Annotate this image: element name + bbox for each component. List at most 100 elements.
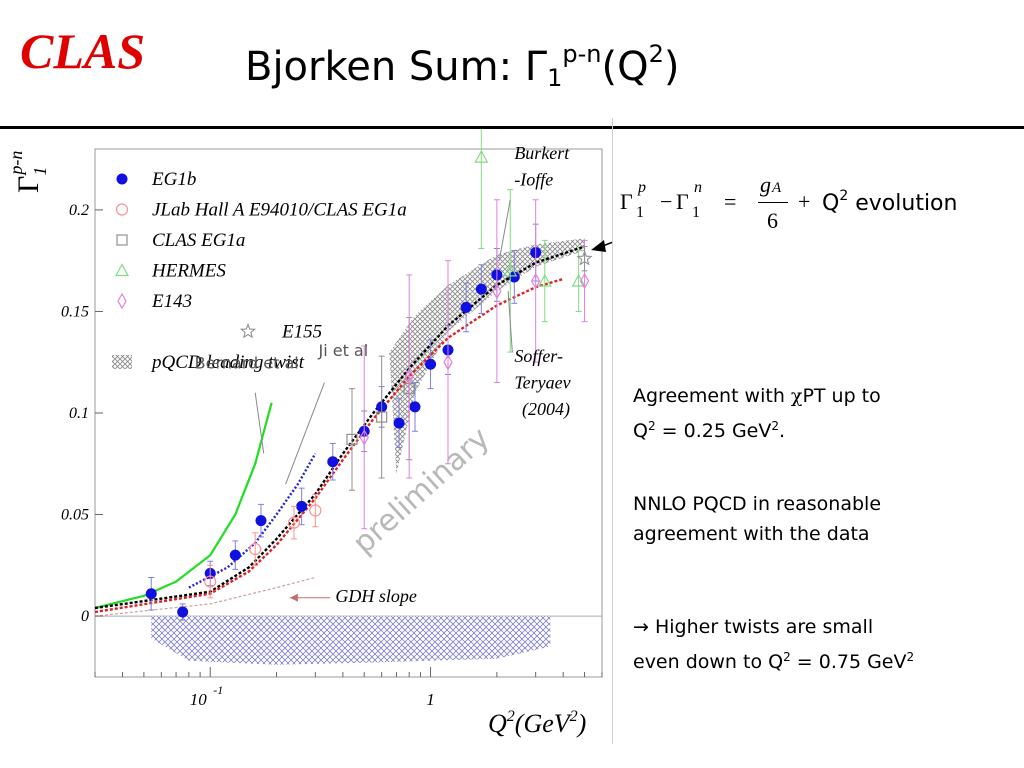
note-chipt-sup2: 2 — [771, 419, 780, 433]
legend-label-e155: E155 — [281, 322, 322, 343]
curve-ji-et-al — [188, 453, 317, 589]
formula-p: p — [638, 179, 646, 196]
x-label-sup: 2 — [507, 708, 515, 725]
y-label-gamma: Γ — [12, 176, 45, 193]
x-label-units-sup: 2 — [570, 708, 578, 725]
jlab-hall-a-e94010-clas-eg1a-point — [249, 542, 262, 556]
eg1b-point — [177, 606, 189, 618]
note-higher-twists: → Higher twists are small even down to Q… — [633, 612, 914, 677]
curve-bernard-et-al — [94, 402, 273, 610]
note-chipt-line1: Agreement with χPT up to — [633, 381, 881, 411]
legend-marker-jlab-hall-a-e94010-clas-eg1a — [115, 203, 129, 216]
note-ht-sup2: 2 — [906, 650, 915, 664]
clas-eg1a-point — [376, 411, 388, 423]
note-ht-sup: 2 — [783, 650, 791, 664]
eg1b-point — [145, 588, 157, 600]
pointer-bernard — [254, 392, 265, 454]
y-tick-label: 0.1 — [69, 405, 89, 422]
annotation-soffer: Soffer- — [514, 346, 563, 366]
legend-label-pqcd-leading-twist: pQCD leading twist — [150, 352, 305, 373]
pointer-burkert — [498, 199, 511, 261]
legend-marker-eg1b — [116, 173, 128, 185]
legend-label-e143: E143 — [151, 291, 192, 312]
legend-label-hermes: HERMES — [151, 261, 226, 282]
eg1b-point — [393, 417, 405, 429]
title-sub: 1 — [547, 64, 563, 92]
formula-arrowhead — [591, 240, 606, 252]
note-chipt-q: Q — [633, 420, 648, 442]
eg1b-point — [409, 401, 421, 413]
eg1b-point — [508, 271, 520, 283]
y-tick-label: 0.2 — [69, 202, 89, 219]
note-chipt-line2: Q2 = 0.25 GeV2. — [633, 411, 881, 446]
note-nnlo: NNLO PQCD in reasonable agreement with t… — [633, 489, 881, 549]
curve-burkert-ioffe — [94, 245, 585, 610]
x-label-units: (GeV — [515, 709, 573, 738]
pointer-soffer — [507, 291, 513, 353]
annotation-teryaev: Teryaev — [514, 373, 570, 393]
formula-plus: + — [798, 189, 811, 214]
x-tick-label: 1 — [426, 690, 435, 709]
y-tick-label: 0.15 — [61, 303, 89, 320]
jlab-hall-a-e94010-clas-eg1a-point — [204, 575, 217, 588]
bjorken-sum-formula: Γ p 1 − Γ n 1 = g A 6 + Q2 evolution — [618, 168, 1018, 238]
e143-point — [579, 272, 590, 290]
pointer-gdh-arrowhead — [289, 593, 298, 602]
formula-gamma-p: Γ — [620, 189, 633, 214]
y-tick-label: 0 — [81, 608, 89, 625]
eg1b-point — [296, 500, 308, 512]
eg1b-point — [460, 301, 472, 313]
panel-divider — [612, 118, 613, 744]
note-chipt-chi: χ — [790, 385, 803, 407]
annotation-bernard-et-al: Bernard et al — [195, 353, 299, 372]
formula-evolution-q: Q — [822, 191, 840, 216]
annotation-2004: (2004) — [522, 399, 570, 420]
legend-marker-e143 — [117, 292, 127, 310]
jlab-hall-a-e94010-clas-eg1a-point — [309, 504, 322, 517]
pointer-ji — [285, 382, 325, 485]
plot-frame — [94, 148, 603, 678]
jlab-hall-a-e94010-clas-eg1a-point — [287, 516, 301, 529]
e155-point — [576, 250, 593, 266]
bjorken-sum-chart: 00.050.10.150.210 -1 1Q2(GeV2)Γ1p-nEG1bJLa… — [6, 129, 612, 738]
hermes-point — [571, 273, 586, 287]
note-ht-pre: even down to Q — [633, 651, 784, 673]
y-tick-label: 0.05 — [61, 507, 89, 524]
y-axis-label: Γ1 p-n — [6, 151, 50, 193]
e143-point — [443, 354, 453, 371]
e143-point — [492, 282, 502, 300]
formula-minus: − — [660, 189, 673, 214]
note-nnlo-line1: NNLO PQCD in reasonable — [633, 493, 882, 515]
formula-evolution-sup: 2 — [839, 188, 849, 204]
annotation-gdh-slope: GDH slope — [335, 586, 417, 606]
legend-label-clas-eg1a: CLAS EG1a — [152, 230, 245, 251]
hermes-point — [503, 263, 518, 277]
formula-evolution-text: evolution — [855, 191, 958, 216]
note-chipt: Agreement with χPT up to Q2 = 0.25 GeV2. — [633, 381, 881, 446]
formula-fraction-bar — [758, 202, 788, 203]
x-axis-label: Q2(GeV2) — [488, 708, 586, 738]
y-label-sub: 1 — [30, 167, 50, 176]
legend-marker-hermes — [114, 263, 130, 277]
formula-numerator-sub: A — [772, 180, 782, 196]
formula-denominator: 6 — [767, 208, 778, 233]
formula-sub-1a: 1 — [636, 204, 644, 221]
eg1b-point — [425, 358, 437, 370]
x-label-q: Q — [488, 709, 507, 738]
formula-evolution: Q2 evolution — [822, 188, 957, 216]
note-chipt-mid: = 0.25 GeV — [655, 420, 772, 442]
x-tick-label: 10 — [190, 690, 208, 709]
y-label-sup: p-n — [6, 151, 26, 177]
formula-arrow — [599, 241, 612, 248]
legend-marker-e155 — [239, 322, 257, 339]
note-chipt-end: . — [779, 420, 786, 442]
title-tail: (Q — [601, 44, 649, 90]
formula-equals: = — [724, 189, 737, 214]
title-divider — [0, 126, 1024, 129]
annotation-ji-et-al: Ji et al — [317, 341, 368, 360]
eg1b-point — [229, 549, 241, 561]
title-tail-sup: 2 — [648, 40, 664, 68]
e143-point — [359, 429, 369, 446]
legend-marker-clas-eg1a — [116, 234, 128, 246]
legend-label-jlab-hall-a-e94010-clas-eg1a: JLab Hall A E94010/CLAS EG1a — [152, 200, 407, 221]
